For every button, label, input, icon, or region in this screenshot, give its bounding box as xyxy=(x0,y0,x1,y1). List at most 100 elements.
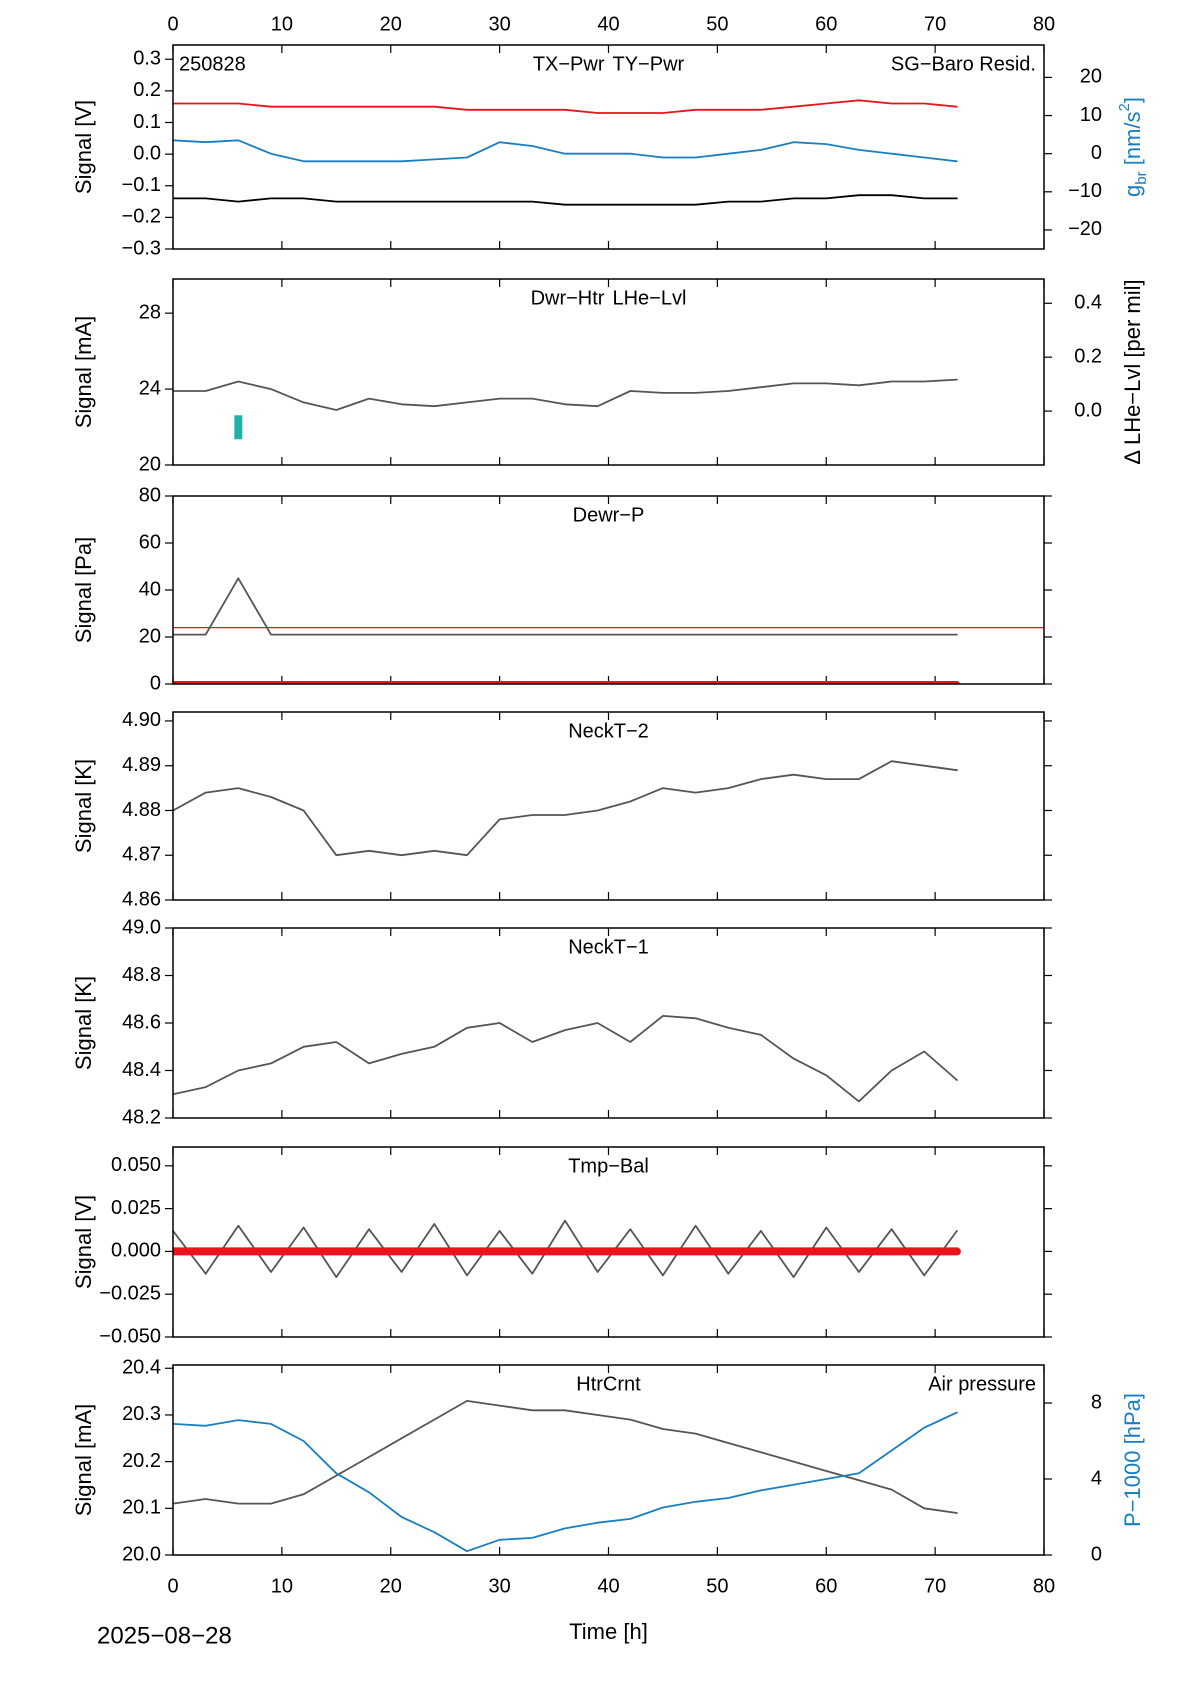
y-tick-label: −0.025 xyxy=(99,1282,161,1304)
y-tick-label: 0.3 xyxy=(133,48,161,70)
y2-axis-label-part: [nm/s xyxy=(1120,111,1145,171)
series-line xyxy=(173,1219,958,1278)
x-tick-label: 60 xyxy=(815,1575,837,1597)
y-tick-label: 60 xyxy=(139,531,161,553)
x-tick-label: 0 xyxy=(167,13,178,35)
x-tick-label: 30 xyxy=(489,1575,511,1597)
y2-tick-label: 0.0 xyxy=(1074,399,1102,421)
y2-axis-label-part: br xyxy=(1133,171,1150,184)
series-line xyxy=(173,99,958,114)
legend-entry: TX−Pwr xyxy=(533,53,605,75)
series-line xyxy=(173,1015,958,1103)
annotation: 250828 xyxy=(179,53,246,75)
y2-tick-label: 0.2 xyxy=(1074,345,1102,367)
y-tick-label: −0.1 xyxy=(122,174,161,196)
y-tick-label: 0.025 xyxy=(111,1197,161,1219)
y-tick-label: 20.4 xyxy=(122,1357,161,1379)
y-tick-label: 49.0 xyxy=(122,916,161,938)
legend-entry: NeckT−1 xyxy=(568,936,649,958)
plot-frame xyxy=(172,711,1045,901)
x-tick-label: 40 xyxy=(597,13,619,35)
x-tick-label: 50 xyxy=(706,1575,728,1597)
y2-axis-label-part: g xyxy=(1120,185,1145,197)
y2-tick-label: 8 xyxy=(1091,1391,1102,1413)
y-tick-label: 20.1 xyxy=(122,1497,161,1519)
y-axis-label: Signal [Pa] xyxy=(71,537,96,643)
y2-tick-label: 4 xyxy=(1091,1467,1102,1489)
y2-tick-label: 10 xyxy=(1080,104,1102,126)
y-tick-label: 0.050 xyxy=(111,1154,161,1176)
y-tick-label: 4.90 xyxy=(122,709,161,731)
plot-area xyxy=(173,1400,958,1553)
y-tick-label: 4.86 xyxy=(122,888,161,910)
y2-axis-label: P−1000 [hPa] xyxy=(1120,1393,1145,1527)
y-tick-label: −0.3 xyxy=(122,237,161,259)
series-line xyxy=(173,1411,958,1553)
y2-tick-label: 0.4 xyxy=(1074,292,1102,314)
y-axis-label: Signal [mA] xyxy=(71,316,96,429)
y2-tick-label: 20 xyxy=(1080,66,1102,88)
y-axis-label: Signal [K] xyxy=(71,976,96,1070)
legend-entry: LHe−Lvl xyxy=(612,287,686,309)
y-tick-label: −0.2 xyxy=(122,206,161,228)
plot-frame xyxy=(172,927,1045,1119)
x-tick-label: 0 xyxy=(167,1575,178,1597)
y2-axis-label-part: 2 xyxy=(1116,103,1133,111)
legend-entry: NeckT−2 xyxy=(568,720,649,742)
x-tick-label: 70 xyxy=(924,13,946,35)
legend-entry: Tmp−Bal xyxy=(568,1155,649,1177)
plot-area xyxy=(173,577,960,684)
plot-area xyxy=(173,760,958,857)
y-tick-label: 4.88 xyxy=(122,799,161,821)
x-tick-label: 20 xyxy=(380,13,402,35)
y2-tick-label: −10 xyxy=(1068,180,1102,202)
y-tick-label: 0.0 xyxy=(133,142,161,164)
x-tick-label: 40 xyxy=(597,1575,619,1597)
x-tick-label: 50 xyxy=(706,13,728,35)
y-tick-label: −0.050 xyxy=(99,1325,161,1347)
plot-area xyxy=(173,1015,958,1103)
y2-axis-label: Δ LHe−Lvl [per mil] xyxy=(1120,279,1145,464)
x-tick-label: 30 xyxy=(489,13,511,35)
y-tick-label: 20.0 xyxy=(122,1543,161,1565)
y-tick-label: 20.3 xyxy=(122,1403,161,1425)
y-tick-label: 48.6 xyxy=(122,1011,161,1033)
legend-entry: Dewr−P xyxy=(573,504,645,526)
legend-entry: Air pressure xyxy=(928,1373,1036,1395)
plot-frame xyxy=(172,278,1045,466)
y-tick-label: 0.2 xyxy=(133,79,161,101)
series-line xyxy=(173,1400,958,1514)
x-tick-label: 10 xyxy=(271,1575,293,1597)
plot-area xyxy=(173,1219,961,1278)
y-tick-label: 4.89 xyxy=(122,754,161,776)
y2-tick-label: 0 xyxy=(1091,1543,1102,1565)
point xyxy=(234,415,243,440)
plot-frame xyxy=(172,1146,1045,1338)
y-axis-label: Signal [V] xyxy=(71,1195,96,1289)
y2-axis-label-part: P−1000 [hPa] xyxy=(1120,1393,1145,1527)
y-tick-label: 48.2 xyxy=(122,1106,161,1128)
y2-tick-label: 0 xyxy=(1091,142,1102,164)
legend-entry: SG−Baro Resid. xyxy=(891,53,1036,75)
plot-area xyxy=(173,99,958,206)
y-tick-label: 48.8 xyxy=(122,964,161,986)
series-line xyxy=(173,760,958,857)
y-tick-label: 0 xyxy=(150,672,161,694)
x-tick-label: 60 xyxy=(815,13,837,35)
legend-entry: TY−Pwr xyxy=(613,53,685,75)
footnote: 2025−08−28 xyxy=(97,1622,232,1649)
plot-frame xyxy=(172,1364,1045,1556)
y-tick-label: 40 xyxy=(139,578,161,600)
x-tick-label: 80 xyxy=(1033,1575,1055,1597)
plot-frame xyxy=(172,44,1045,250)
y-axis-label: Signal [K] xyxy=(71,759,96,853)
y2-axis-label-part: ] xyxy=(1120,97,1145,103)
y-tick-label: 20.2 xyxy=(122,1450,161,1472)
y-tick-label: 28 xyxy=(139,301,161,323)
y-axis-label: Signal [mA] xyxy=(71,1404,96,1517)
y-tick-label: 24 xyxy=(139,377,161,399)
x-tick-label: 80 xyxy=(1033,13,1055,35)
series-line xyxy=(173,139,958,163)
y-tick-label: 20 xyxy=(139,625,161,647)
